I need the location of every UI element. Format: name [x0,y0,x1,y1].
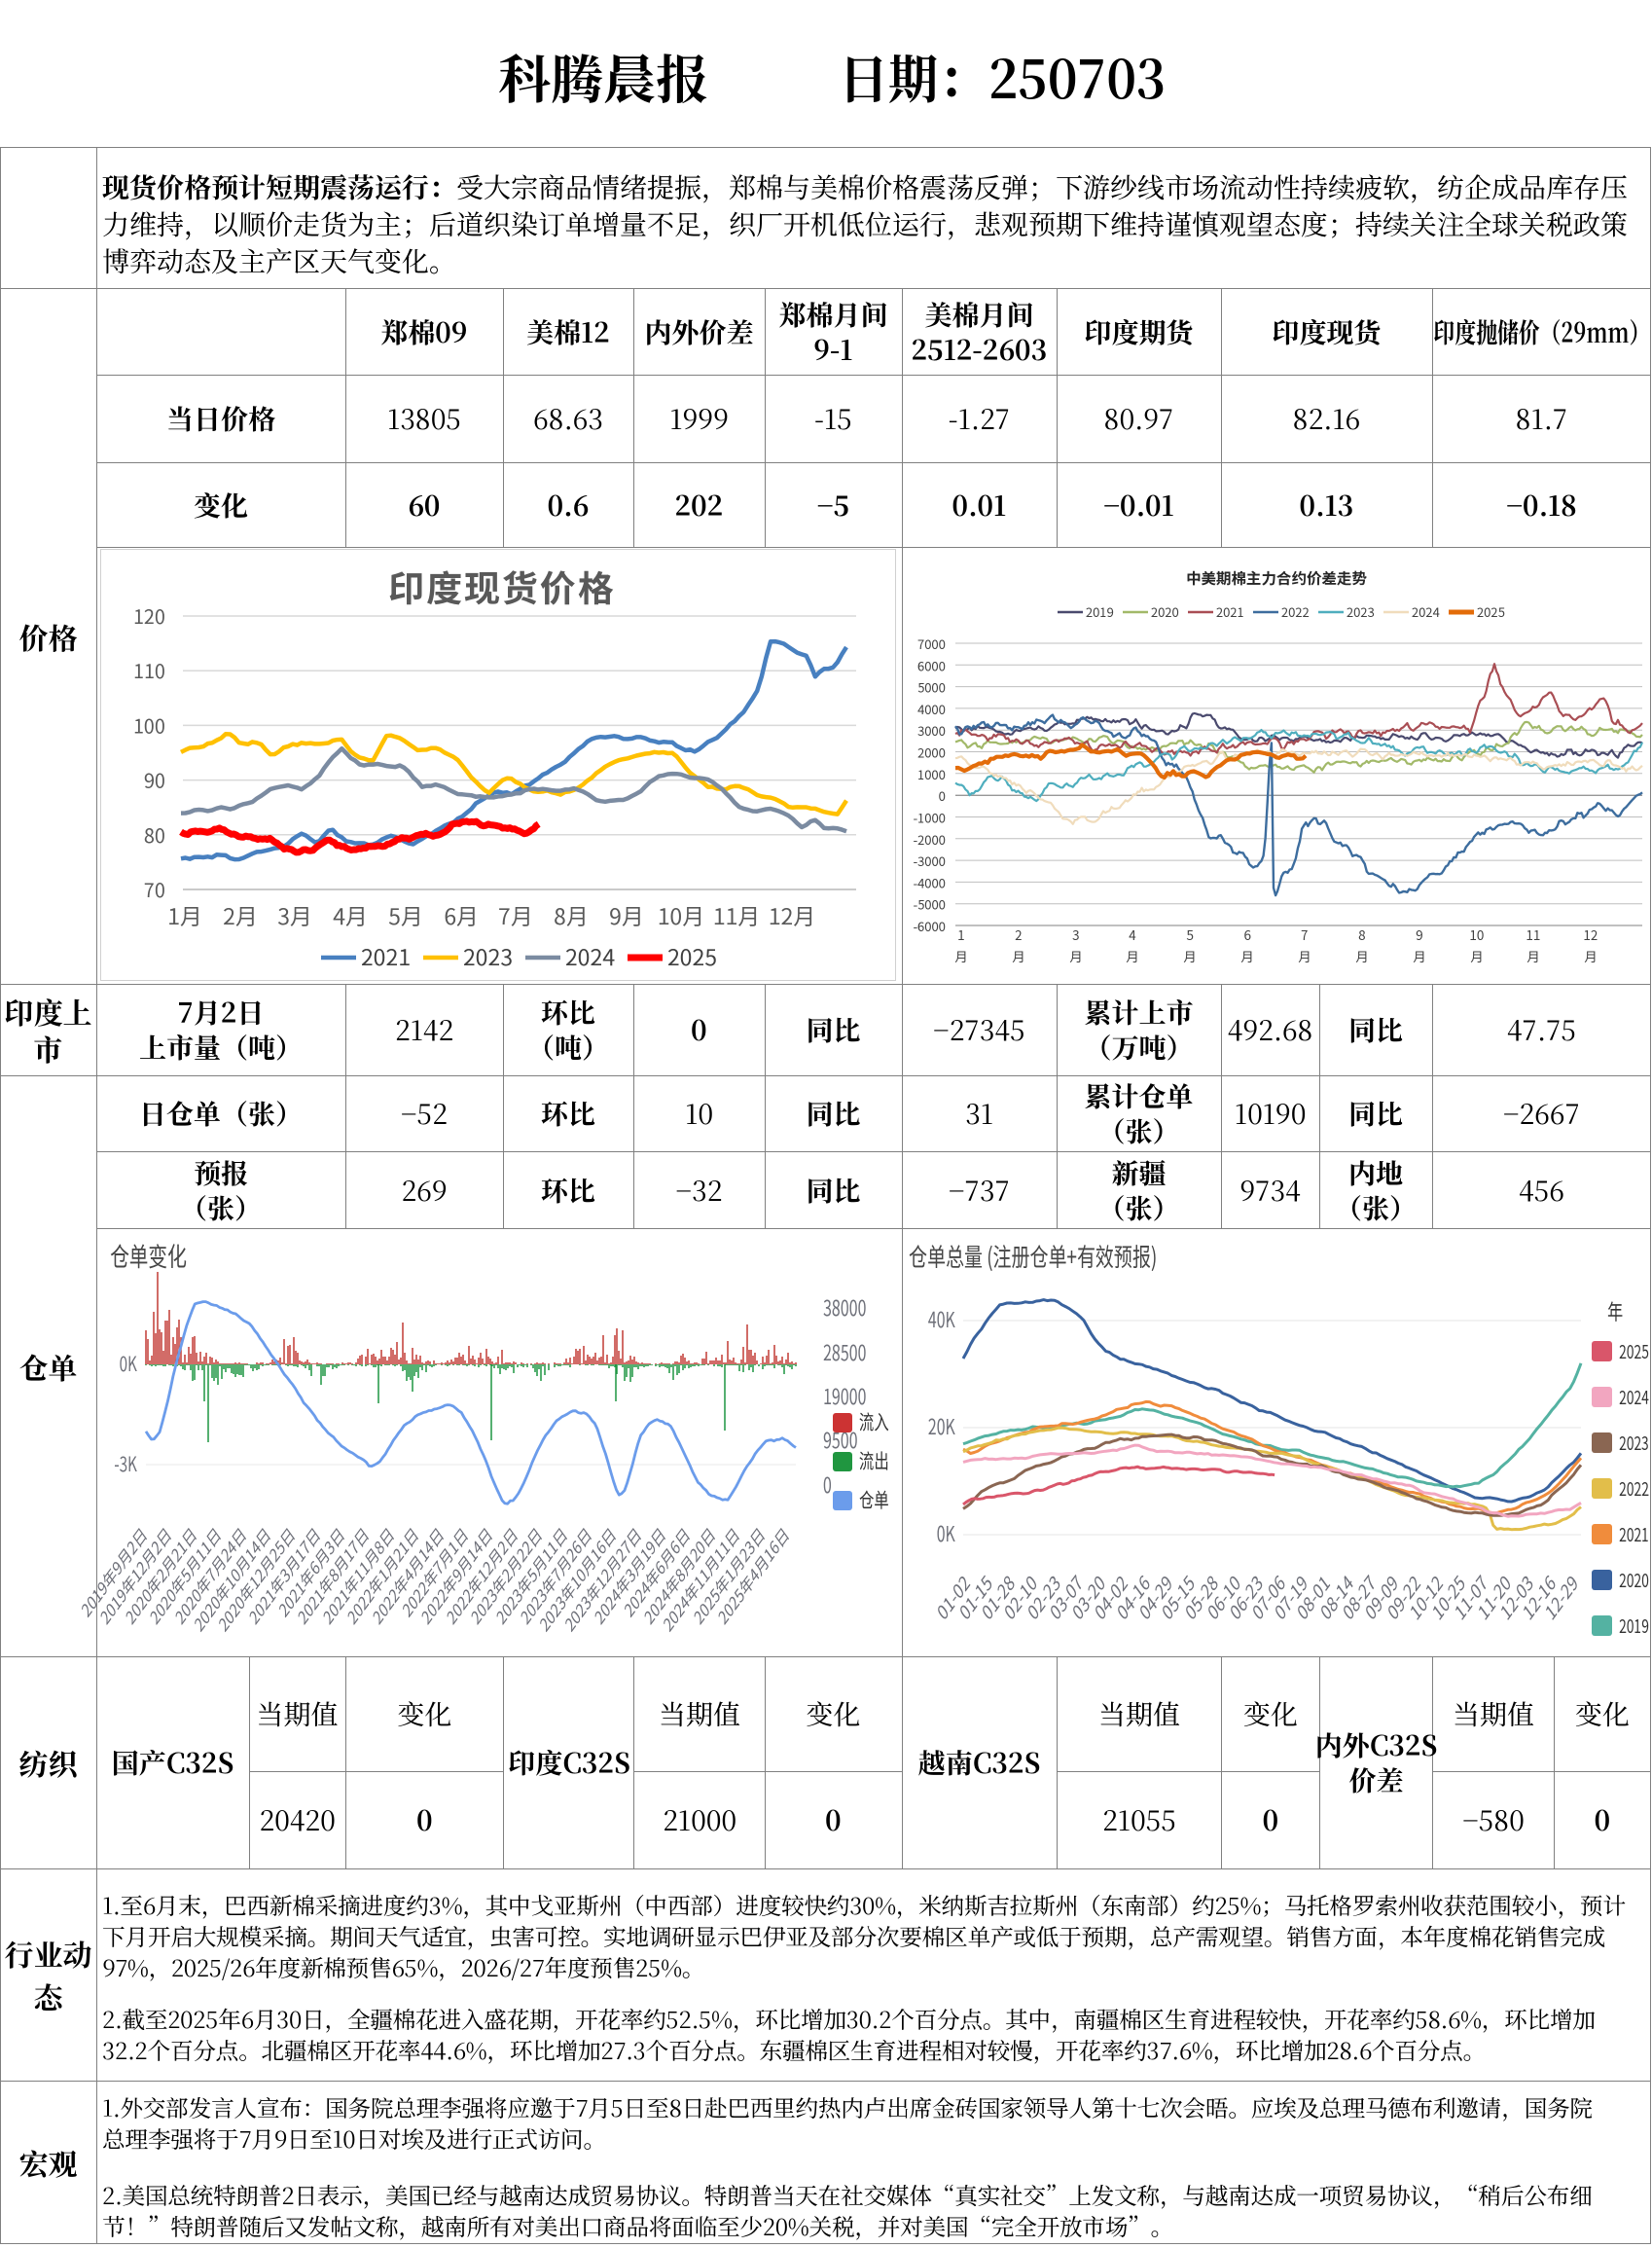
svg-text:月: 月 [1526,946,1540,965]
svg-text:11: 11 [1526,925,1541,944]
svg-text:2022: 2022 [1281,602,1310,621]
svg-text:5000: 5000 [917,678,946,697]
svg-text:5: 5 [1186,925,1194,944]
svg-text:110: 110 [133,656,165,684]
svg-text:2025: 2025 [667,939,717,972]
svg-text:120: 120 [133,601,165,630]
svg-text:40K: 40K [928,1303,956,1334]
svg-text:2019: 2019 [1619,1612,1649,1638]
svg-text:-3K: -3K [114,1449,137,1478]
svg-text:11月: 11月 [713,898,761,931]
svg-text:28500: 28500 [823,1336,867,1367]
svg-text:-6000: -6000 [914,917,946,935]
svg-text:月: 月 [1470,946,1484,965]
svg-text:月: 月 [1012,946,1025,965]
svg-text:月: 月 [1355,946,1369,965]
svg-text:2024: 2024 [1619,1383,1649,1409]
svg-text:1000: 1000 [917,765,946,783]
svg-text:3: 3 [1072,925,1080,944]
svg-text:2024: 2024 [1412,602,1441,621]
svg-text:8: 8 [1358,925,1366,944]
svg-text:4月: 4月 [333,898,368,931]
svg-text:38000: 38000 [823,1291,867,1323]
svg-text:20K: 20K [928,1410,956,1441]
svg-text:月: 月 [1584,946,1598,965]
svg-text:2023: 2023 [1347,602,1375,621]
svg-text:90: 90 [144,766,165,794]
svg-text:流出: 流出 [859,1446,889,1475]
svg-text:3000: 3000 [917,721,946,740]
svg-text:2月: 2月 [223,898,258,931]
svg-text:2: 2 [1015,925,1023,944]
svg-text:流入: 流入 [859,1407,889,1436]
svg-text:2025: 2025 [1477,602,1505,621]
svg-text:月: 月 [1183,946,1197,965]
svg-text:月: 月 [1240,946,1254,965]
svg-text:月: 月 [954,946,968,965]
svg-text:6000: 6000 [917,656,946,674]
svg-text:-5000: -5000 [914,895,946,914]
svg-text:印度现货价格: 印度现货价格 [388,560,616,612]
svg-text:2025: 2025 [1619,1337,1649,1363]
svg-text:1: 1 [957,925,965,944]
svg-text:12月: 12月 [769,898,816,931]
svg-text:9月: 9月 [609,898,644,931]
svg-text:月: 月 [1126,946,1139,965]
svg-text:10: 10 [1470,925,1485,944]
svg-text:8月: 8月 [554,898,589,931]
svg-text:-3000: -3000 [914,852,946,870]
svg-text:-2000: -2000 [914,830,946,849]
svg-text:9: 9 [1416,925,1423,944]
svg-text:80: 80 [144,820,165,849]
svg-text:2022: 2022 [1619,1474,1649,1501]
svg-text:2019: 2019 [1086,602,1114,621]
svg-text:-1000: -1000 [914,809,946,827]
svg-text:70: 70 [144,875,165,903]
svg-text:2020: 2020 [1151,602,1179,621]
svg-text:2024: 2024 [565,939,615,972]
svg-text:12: 12 [1584,925,1598,944]
svg-text:4: 4 [1129,925,1136,944]
svg-text:1月: 1月 [167,898,202,931]
svg-text:月: 月 [1069,946,1083,965]
svg-text:19000: 19000 [823,1380,867,1411]
svg-text:年: 年 [1607,1295,1623,1326]
svg-text:5月: 5月 [388,898,423,931]
svg-text:7: 7 [1301,925,1309,944]
svg-text:2021: 2021 [1619,1520,1649,1546]
svg-text:10月: 10月 [658,898,705,931]
svg-text:6: 6 [1243,925,1251,944]
svg-text:2000: 2000 [917,743,946,762]
svg-text:7月: 7月 [498,898,533,931]
svg-text:2023: 2023 [1619,1429,1649,1455]
svg-text:月: 月 [1413,946,1426,965]
svg-text:仓单变化: 仓单变化 [110,1236,187,1274]
svg-text:7000: 7000 [917,635,946,653]
svg-text:3月: 3月 [277,898,312,931]
svg-text:-4000: -4000 [914,873,946,891]
svg-text:2021: 2021 [361,939,411,972]
svg-text:0: 0 [939,786,946,805]
svg-text:2023: 2023 [463,939,513,972]
svg-text:6月: 6月 [444,898,479,931]
svg-text:中美期棉主力合约价差走势: 中美期棉主力合约价差走势 [1186,567,1368,589]
svg-text:月: 月 [1298,946,1311,965]
svg-text:0K: 0K [937,1517,956,1548]
svg-text:0: 0 [823,1468,832,1500]
svg-text:仓单: 仓单 [859,1485,889,1514]
svg-text:仓单总量 (注册仓单+有效预报): 仓单总量 (注册仓单+有效预报) [909,1237,1157,1274]
svg-text:2020: 2020 [1619,1566,1649,1592]
svg-text:4000: 4000 [917,700,946,718]
svg-text:100: 100 [133,710,165,739]
svg-text:2021: 2021 [1216,602,1244,621]
svg-text:0K: 0K [120,1349,138,1378]
